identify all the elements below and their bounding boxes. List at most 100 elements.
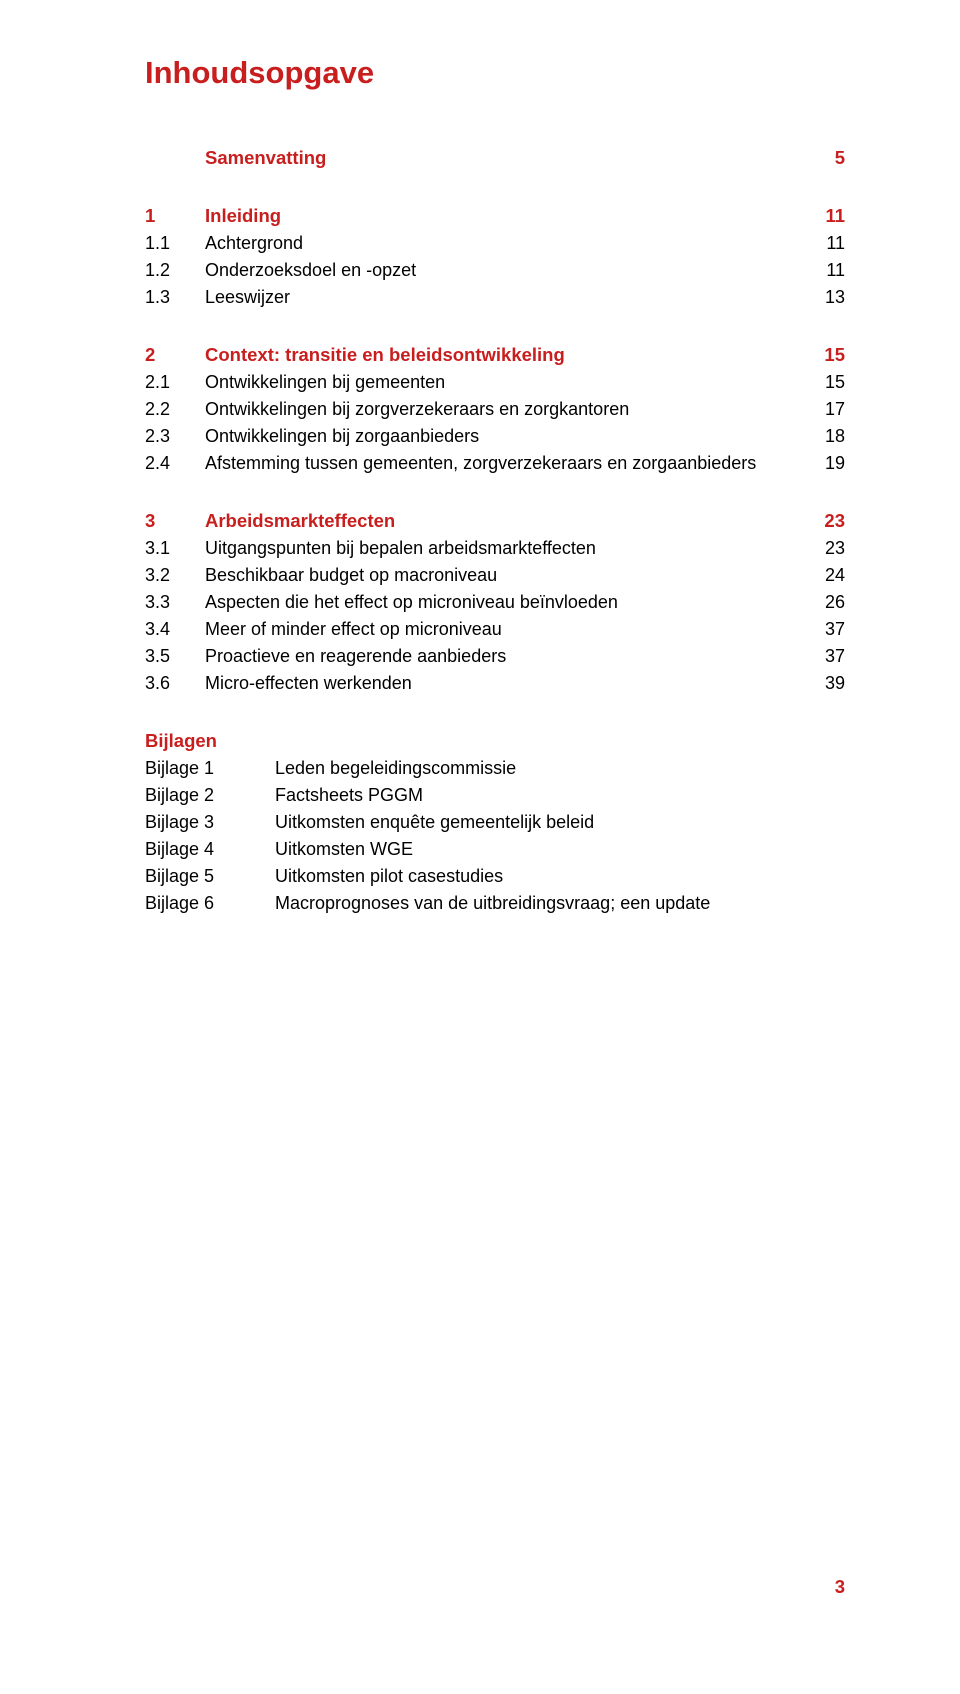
toc-number: 2.1 xyxy=(145,372,205,393)
appendix-number: Bijlage 6 xyxy=(145,893,275,914)
toc-left: 3Arbeidsmarkteffecten xyxy=(145,510,395,532)
toc-container: Samenvatting51Inleiding111.1Achtergrond1… xyxy=(145,147,845,694)
toc-left: 1.2Onderzoeksdoel en -opzet xyxy=(145,260,416,281)
toc-left: 2.2Ontwikkelingen bij zorgverzekeraars e… xyxy=(145,399,629,420)
toc-label: Ontwikkelingen bij gemeenten xyxy=(205,372,445,393)
appendix-number: Bijlage 4 xyxy=(145,839,275,860)
toc-item-row: 1.1Achtergrond 11 xyxy=(145,233,845,254)
toc-number: 3.4 xyxy=(145,619,205,640)
appendix-number: Bijlage 5 xyxy=(145,866,275,887)
appendix-number: Bijlage 3 xyxy=(145,812,275,833)
appendix-label: Uitkomsten enquête gemeentelijk beleid xyxy=(275,812,594,833)
toc-number: 2.3 xyxy=(145,426,205,447)
toc-left: 1Inleiding xyxy=(145,205,281,227)
toc-label: Inleiding xyxy=(205,205,281,227)
toc-left: 2.1Ontwikkelingen bij gemeenten xyxy=(145,372,445,393)
toc-item-row: 3.2Beschikbaar budget op macroniveau 24 xyxy=(145,565,845,586)
toc-number: 3.5 xyxy=(145,646,205,667)
toc-left: 3.4Meer of minder effect op microniveau xyxy=(145,619,502,640)
toc-page-number: 23 xyxy=(805,538,845,559)
toc-page-number: 17 xyxy=(805,399,845,420)
toc-left: 1.1Achtergrond xyxy=(145,233,303,254)
toc-left: 3.5Proactieve en reagerende aanbieders xyxy=(145,646,506,667)
appendix-label: Factsheets PGGM xyxy=(275,785,423,806)
appendix-container: Bijlage 1Leden begeleidingscommissieBijl… xyxy=(145,758,845,914)
toc-page-number: 11 xyxy=(805,260,845,281)
toc-item-row: 3.1Uitgangspunten bij bepalen arbeidsmar… xyxy=(145,538,845,559)
document-page: Inhoudsopgave Samenvatting51Inleiding111… xyxy=(0,0,960,1694)
toc-number: 3.2 xyxy=(145,565,205,586)
toc-page-number: 23 xyxy=(805,510,845,532)
spacer xyxy=(145,700,845,730)
toc-section-row: Samenvatting 5 xyxy=(145,147,845,169)
appendix-label: Leden begeleidingscommissie xyxy=(275,758,516,779)
toc-page-number: 37 xyxy=(805,646,845,667)
toc-item-row: 2.1Ontwikkelingen bij gemeenten 15 xyxy=(145,372,845,393)
appendix-row: Bijlage 1Leden begeleidingscommissie xyxy=(145,758,845,779)
toc-section-row: 3Arbeidsmarkteffecten 23 xyxy=(145,510,845,532)
toc-label: Ontwikkelingen bij zorgaanbieders xyxy=(205,426,479,447)
appendix-row: Bijlage 4Uitkomsten WGE xyxy=(145,839,845,860)
toc-page-number: 13 xyxy=(805,287,845,308)
appendix-label: Uitkomsten pilot casestudies xyxy=(275,866,503,887)
toc-number: 1.1 xyxy=(145,233,205,254)
toc-label: Aspecten die het effect op microniveau b… xyxy=(205,592,618,613)
toc-number: 1.3 xyxy=(145,287,205,308)
toc-item-row: 3.5Proactieve en reagerende aanbieders 37 xyxy=(145,646,845,667)
spacer xyxy=(145,175,845,205)
toc-number: 3.1 xyxy=(145,538,205,559)
toc-number: 3.3 xyxy=(145,592,205,613)
appendix-row: Bijlage 5Uitkomsten pilot casestudies xyxy=(145,866,845,887)
toc-left: 3.3Aspecten die het effect op micronivea… xyxy=(145,592,618,613)
toc-label: Ontwikkelingen bij zorgverzekeraars en z… xyxy=(205,399,629,420)
toc-page-number: 18 xyxy=(805,426,845,447)
toc-page-number: 26 xyxy=(805,592,845,613)
toc-left: 2Context: transitie en beleidsontwikkeli… xyxy=(145,344,565,366)
toc-left: 2.4Afstemming tussen gemeenten, zorgverz… xyxy=(145,453,756,474)
toc-page-number: 15 xyxy=(805,372,845,393)
toc-item-row: 1.2Onderzoeksdoel en -opzet 11 xyxy=(145,260,845,281)
toc-label: Beschikbaar budget op macroniveau xyxy=(205,565,497,586)
toc-page-number: 19 xyxy=(805,453,845,474)
toc-page-number: 37 xyxy=(805,619,845,640)
appendix-number: Bijlage 1 xyxy=(145,758,275,779)
appendix-row: Bijlage 2Factsheets PGGM xyxy=(145,785,845,806)
toc-left: Samenvatting xyxy=(145,147,326,169)
toc-section-row: 1Inleiding 11 xyxy=(145,205,845,227)
toc-label: Meer of minder effect op microniveau xyxy=(205,619,502,640)
toc-label: Arbeidsmarkteffecten xyxy=(205,510,395,532)
toc-page-number: 11 xyxy=(805,205,845,227)
spacer xyxy=(145,480,845,510)
spacer xyxy=(145,314,845,344)
toc-item-row: 3.6Micro-effecten werkenden 39 xyxy=(145,673,845,694)
toc-page-number: 24 xyxy=(805,565,845,586)
toc-number: 3 xyxy=(145,510,205,532)
toc-page-number: 15 xyxy=(805,344,845,366)
toc-left: 3.6Micro-effecten werkenden xyxy=(145,673,412,694)
footer-page-number: 3 xyxy=(835,1576,845,1598)
toc-label: Proactieve en reagerende aanbieders xyxy=(205,646,506,667)
toc-page-number: 11 xyxy=(805,233,845,254)
toc-number: 1.2 xyxy=(145,260,205,281)
toc-item-row: 2.3Ontwikkelingen bij zorgaanbieders 18 xyxy=(145,426,845,447)
toc-left: 1.3Leeswijzer xyxy=(145,287,290,308)
toc-number: 3.6 xyxy=(145,673,205,694)
toc-number: 2.2 xyxy=(145,399,205,420)
toc-item-row: 2.2Ontwikkelingen bij zorgverzekeraars e… xyxy=(145,399,845,420)
appendix-label: Uitkomsten WGE xyxy=(275,839,413,860)
toc-left: 3.1Uitgangspunten bij bepalen arbeidsmar… xyxy=(145,538,596,559)
toc-label: Achtergrond xyxy=(205,233,303,254)
toc-number: 1 xyxy=(145,205,205,227)
toc-page-number: 5 xyxy=(805,147,845,169)
toc-item-row: 3.3Aspecten die het effect op micronivea… xyxy=(145,592,845,613)
appendix-row: Bijlage 3Uitkomsten enquête gemeentelijk… xyxy=(145,812,845,833)
appendix-number: Bijlage 2 xyxy=(145,785,275,806)
toc-label: Leeswijzer xyxy=(205,287,290,308)
toc-number: 2.4 xyxy=(145,453,205,474)
toc-label: Onderzoeksdoel en -opzet xyxy=(205,260,416,281)
toc-label: Micro-effecten werkenden xyxy=(205,673,412,694)
toc-label: Context: transitie en beleidsontwikkelin… xyxy=(205,344,565,366)
toc-page-number: 39 xyxy=(805,673,845,694)
toc-number: 2 xyxy=(145,344,205,366)
toc-section-row: 2Context: transitie en beleidsontwikkeli… xyxy=(145,344,845,366)
